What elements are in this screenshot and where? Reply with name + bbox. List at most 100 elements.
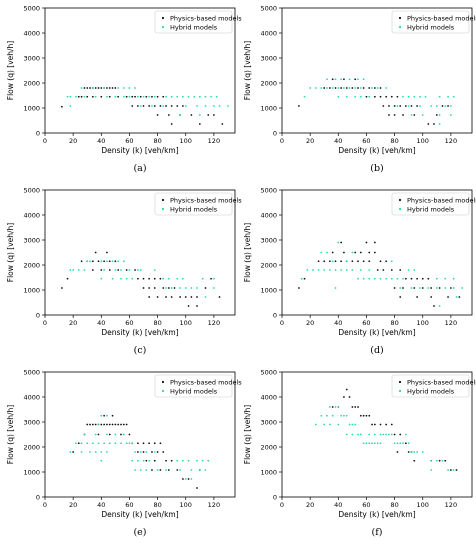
y-tick-label: 3000 (23, 236, 40, 244)
data-point (337, 87, 340, 89)
data-point (108, 442, 111, 445)
data-point (435, 459, 438, 462)
data-point (179, 287, 182, 289)
data-point (94, 95, 97, 98)
data-point (331, 87, 334, 89)
data-point (385, 423, 388, 426)
data-point (125, 269, 128, 271)
y-tick-label: 2000 (260, 443, 277, 451)
data-point (173, 287, 176, 289)
data-point (167, 114, 170, 116)
data-point (416, 105, 419, 107)
data-point (340, 269, 343, 271)
data-point (351, 260, 354, 263)
data-point (385, 87, 388, 89)
data-point (323, 87, 326, 89)
data-point (207, 459, 210, 462)
y-tick-label: 0 (36, 311, 40, 319)
data-point (145, 469, 148, 471)
data-point (306, 269, 309, 271)
data-point (151, 105, 153, 107)
data-point (388, 114, 390, 116)
data-point (413, 114, 416, 116)
data-point (69, 269, 72, 271)
data-point (416, 451, 419, 453)
data-point (399, 287, 402, 289)
data-point (458, 296, 461, 298)
data-point (354, 406, 357, 408)
data-point (100, 260, 103, 263)
data-point (170, 95, 173, 98)
y-tick-label: 4000 (260, 211, 277, 219)
data-point (402, 442, 404, 445)
data-point (435, 105, 438, 107)
data-point (416, 296, 419, 298)
data-point (187, 95, 190, 98)
data-point (402, 277, 404, 280)
series-hybrid (66, 87, 229, 116)
x-tick-label: 100 (180, 137, 192, 145)
data-point (340, 78, 343, 81)
data-point (100, 414, 103, 417)
data-point (326, 251, 328, 254)
data-point (362, 87, 365, 89)
data-point (151, 95, 153, 98)
legend-marker (161, 198, 165, 202)
data-point (430, 469, 433, 471)
data-point (91, 260, 94, 263)
data-point (182, 105, 184, 107)
data-point (148, 459, 151, 462)
data-point (165, 296, 167, 298)
panel-6: 0 20 40 60 80 100 120 0 1000 2000 3000 4000 5000 Dens… (243, 368, 476, 538)
y-tick-label: 5000 (260, 4, 277, 12)
data-point (359, 87, 362, 89)
data-point (449, 105, 452, 107)
data-point (108, 433, 111, 436)
data-point (441, 105, 444, 107)
data-point (80, 451, 83, 453)
data-point (100, 87, 103, 89)
y-axis-label: Flow (q) [veh/h] (243, 405, 252, 465)
data-point (455, 469, 458, 471)
data-point (75, 442, 77, 445)
data-point (142, 442, 145, 445)
plot-frame (44, 189, 236, 316)
data-point (354, 95, 357, 98)
series-hybrid (300, 241, 464, 307)
data-point (204, 105, 207, 107)
data-point (309, 87, 312, 89)
data-point (407, 451, 410, 453)
data-point (421, 287, 424, 289)
data-point (196, 459, 198, 462)
x-tick-label: 0 (43, 319, 47, 327)
data-point (165, 469, 167, 471)
data-point (421, 451, 424, 453)
data-point (328, 406, 331, 408)
data-point (83, 269, 86, 271)
data-point (461, 287, 464, 289)
data-point (351, 406, 354, 408)
data-point (368, 251, 371, 254)
data-point (399, 442, 402, 445)
data-point (334, 287, 337, 289)
y-tick-label: 2000 (23, 443, 40, 451)
legend-marker (161, 389, 165, 393)
data-point (419, 105, 421, 107)
data-point (368, 277, 371, 280)
data-point (444, 459, 447, 462)
data-point (142, 459, 145, 462)
data-point (83, 95, 86, 98)
y-tick-label: 3000 (260, 236, 277, 244)
y-axis-label: Flow (q) [veh/h] (6, 41, 15, 101)
data-point (376, 442, 379, 445)
data-point (103, 423, 106, 426)
data-point (385, 260, 388, 263)
data-point (97, 423, 100, 426)
data-point (359, 433, 362, 436)
data-point (86, 423, 89, 426)
data-point (108, 423, 111, 426)
data-point (359, 269, 362, 271)
data-point (131, 442, 134, 445)
data-point (170, 123, 173, 125)
data-point (111, 277, 114, 280)
